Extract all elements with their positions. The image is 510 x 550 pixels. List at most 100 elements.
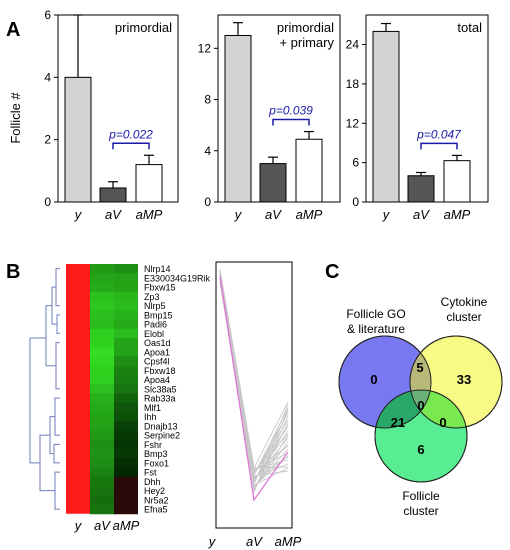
x-tick-label: aMP — [136, 207, 163, 222]
heatmap-cell-amp — [114, 402, 138, 413]
heatmap-cell-amp — [114, 375, 138, 385]
heatmap-cell-amp — [114, 486, 138, 496]
heatmap-column-young — [66, 264, 90, 514]
heatmap-cell-amp — [114, 328, 138, 339]
dendrogram-branch — [55, 268, 60, 307]
heatmap-cell-av — [90, 476, 114, 487]
gene-label: Oas1d — [144, 338, 171, 348]
x-tick-label: aMP — [296, 207, 323, 222]
heatmap-cell-amp — [114, 439, 138, 450]
gene-label: Fbxw15 — [144, 283, 176, 293]
dendrogram-branch — [39, 434, 55, 492]
venn-count-cytokine-follicle: 0 — [439, 415, 446, 430]
heatmap-cell-amp — [114, 282, 138, 293]
gene-label: Nlrp5 — [144, 301, 166, 311]
heatmap-cell-amp — [114, 264, 138, 274]
x-tick-label: aV — [105, 207, 122, 222]
heatmap-cell-av — [90, 430, 114, 441]
gene-label: Padi6 — [144, 320, 167, 330]
heatmap-cell-amp — [114, 412, 138, 422]
heatmap-cell-av — [90, 458, 114, 468]
bar-amp — [135, 164, 163, 203]
heatmap-cell-av — [90, 264, 114, 274]
trend-x-label: aV — [246, 534, 263, 549]
gene-label: Cpsf4l — [144, 357, 170, 367]
heatmap-column-label: aMP — [113, 518, 140, 533]
trend-line — [219, 278, 289, 480]
heatmap — [66, 264, 138, 515]
venn-lens-cytokine-follicle — [410, 390, 467, 428]
heatmap-cell-av — [90, 402, 114, 413]
gene-label: Zp3 — [144, 292, 160, 302]
gene-label: E330034G19Rik — [144, 273, 211, 283]
y-tick-label: 8 — [204, 93, 211, 107]
venn-set-label-cytokine: Cytokine — [441, 295, 488, 309]
heatmap-cell-amp — [114, 430, 138, 441]
x-tick-label: y — [234, 207, 243, 222]
venn-set-label-follicle-2: cluster — [403, 504, 438, 518]
heatmap-cell-amp — [114, 319, 138, 330]
p-value-label: p=0.022 — [108, 127, 153, 141]
expression-trend-plot: y aV aMP — [208, 261, 302, 549]
heatmap-cell-av — [90, 273, 114, 283]
gene-label: Bmp3 — [144, 449, 168, 459]
heatmap-cell-av — [90, 504, 114, 515]
venn-set-label-go-2: & literature — [347, 322, 405, 336]
dendrogram-branch — [54, 471, 60, 510]
y-tick-label: 18 — [346, 77, 360, 91]
heatmap-cell-av — [90, 421, 114, 431]
x-tick-label: y — [74, 207, 83, 222]
significance-bracket — [272, 118, 310, 126]
heatmap-cell-av — [90, 347, 114, 357]
venn-set-label-go: Follicle GO — [346, 307, 405, 321]
y-tick-label: 0 — [204, 195, 211, 209]
heatmap-cell-av — [90, 467, 114, 478]
gene-label: Foxo1 — [144, 458, 169, 468]
heatmap-cell-amp — [114, 421, 138, 431]
gene-label: Apoa1 — [144, 347, 170, 357]
gene-label: Dnajb13 — [144, 421, 178, 431]
gene-label: Fshr — [144, 440, 162, 450]
dendrogram-branch — [55, 342, 60, 390]
bar-chart-total: 0 6 12 18 24 total y aV aMP p=0.047 — [346, 14, 489, 222]
y-tick-label: 0 — [352, 195, 359, 209]
gene-label: Ihh — [144, 412, 157, 422]
gene-label: Nr5a2 — [144, 495, 169, 505]
heatmap-cell-amp — [114, 365, 138, 376]
venn-count-go-follicle: 21 — [391, 415, 405, 430]
dendrogram-branch — [54, 397, 60, 436]
venn-diagram: Follicle GO & literature Cytokine cluste… — [338, 295, 503, 518]
venn-circle-cytokine-outline — [409, 335, 503, 429]
x-tick-label: aMP — [444, 207, 471, 222]
gene-label-list: Nlrp14E330034G19RikFbxw15Zp3Nlrp5Bmp15Pa… — [144, 264, 211, 515]
heatmap-cell-amp — [114, 393, 138, 404]
heatmap-column-label: aV — [94, 518, 111, 533]
heatmap-column-labels: y aV aMP — [74, 518, 140, 533]
heatmap-cell-av — [90, 486, 114, 496]
venn-lens-go-follicle-group — [375, 390, 431, 428]
gene-label: Nlrp14 — [144, 264, 171, 274]
bar-y — [224, 34, 252, 203]
y-tick-label: 6 — [44, 8, 51, 22]
y-tick-label: 2 — [44, 133, 51, 147]
bar-y — [372, 30, 400, 203]
y-tick-label: 4 — [44, 70, 51, 84]
venn-count-cytokine-only: 33 — [457, 372, 471, 387]
gene-label: Elobl — [144, 329, 164, 339]
bar-amp — [443, 160, 471, 203]
y-tick-label: 0 — [44, 195, 51, 209]
venn-count-all: 0 — [417, 398, 424, 413]
heatmap-cell-amp — [114, 495, 138, 505]
heatmap-cell-amp — [114, 458, 138, 468]
chart-title-line2: + primary — [279, 35, 334, 50]
gene-label: Efna5 — [144, 505, 168, 515]
venn-lens-go-follicle — [375, 390, 431, 428]
significance-bracket — [420, 142, 458, 150]
heatmap-cell-amp — [114, 347, 138, 357]
venn-count-go-only: 0 — [370, 372, 377, 387]
heatmap-cell-amp — [114, 338, 138, 348]
heatmap-cell-av — [90, 449, 114, 459]
dendrogram-branch — [53, 443, 60, 464]
venn-lens-cytokine-follicle-group — [410, 390, 467, 428]
y-axis-label: Follicle # — [8, 92, 23, 144]
